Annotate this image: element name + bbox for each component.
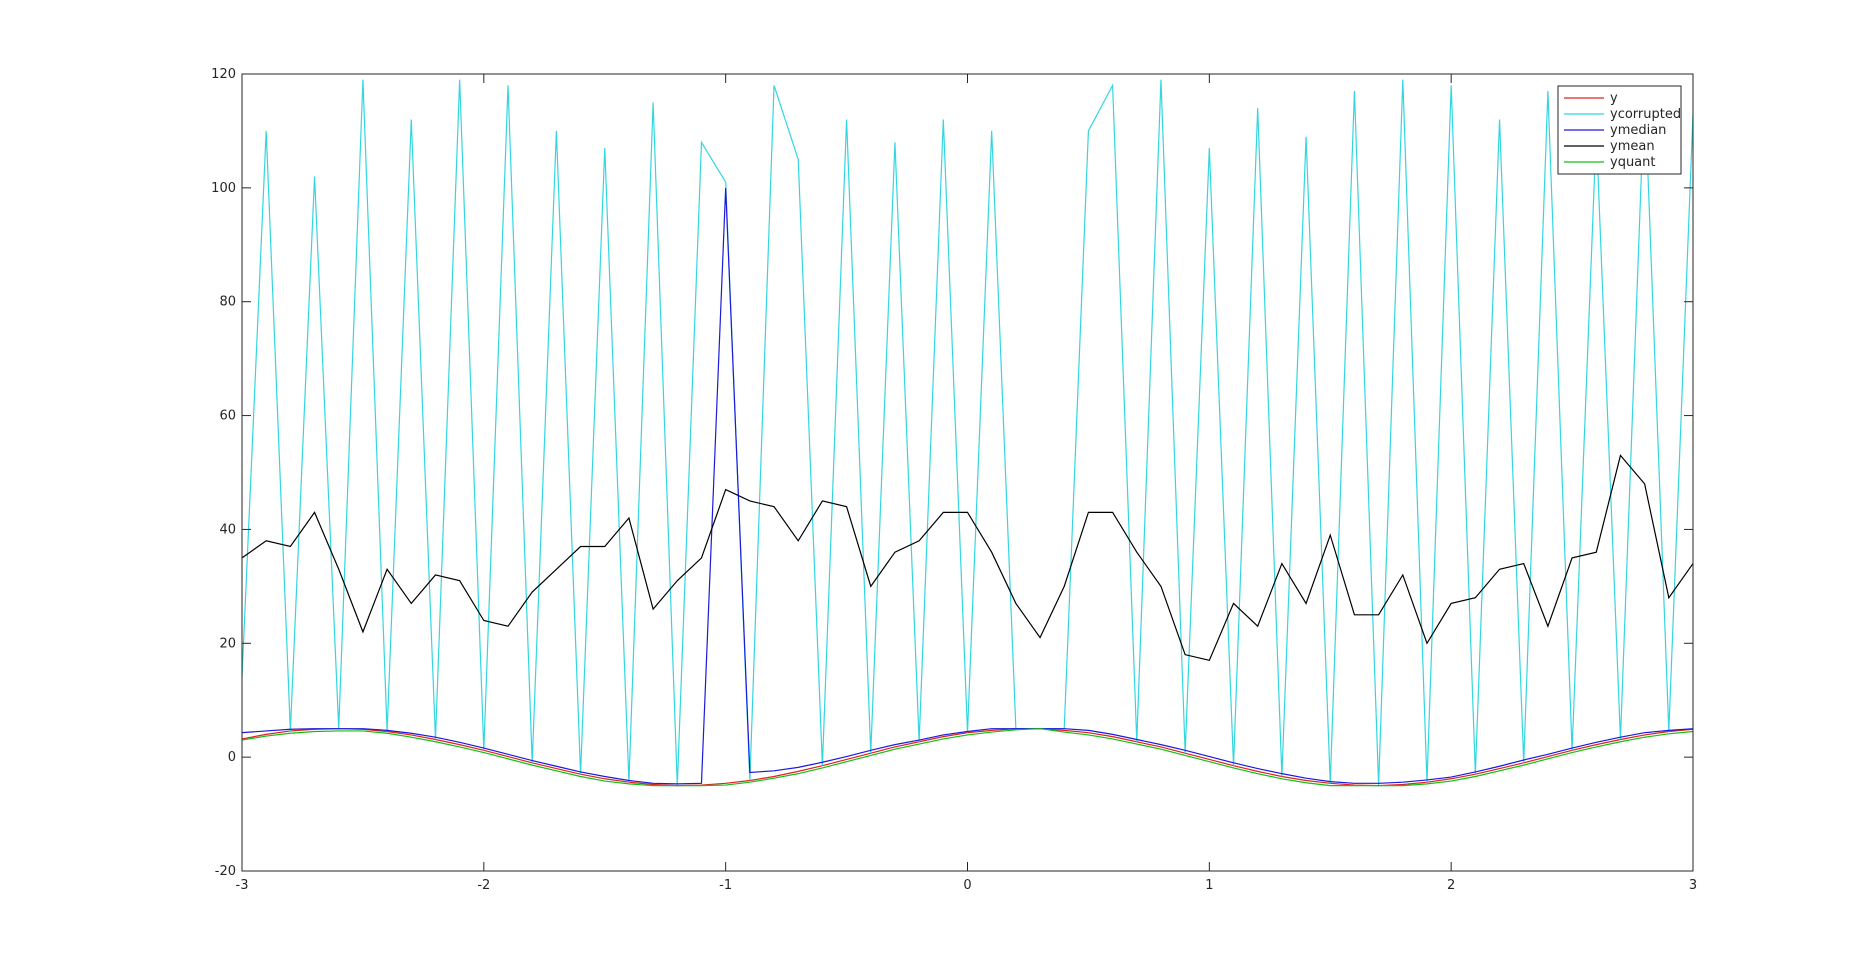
x-tick-label: 3 <box>1689 878 1697 893</box>
x-tick-label: 2 <box>1447 878 1455 893</box>
y-tick-label: 40 <box>219 522 236 537</box>
data-line <box>241 728 1694 787</box>
y-tick-label: 20 <box>219 636 236 651</box>
legend-label: yquant <box>1610 155 1656 170</box>
y-tick-label: -20 <box>215 864 236 879</box>
data-line <box>241 454 1694 662</box>
data-line <box>241 187 1694 785</box>
legend-label: ymedian <box>1610 123 1666 138</box>
y-tick-label: 0 <box>228 750 236 765</box>
x-tick-label: 0 <box>963 878 971 893</box>
y-tick-label: 60 <box>219 409 236 424</box>
data-line <box>241 79 1694 786</box>
x-tick-label: -3 <box>236 878 249 893</box>
y-tick-label: 100 <box>211 181 236 196</box>
plot-area <box>242 74 1693 871</box>
legend-label: ymean <box>1610 139 1655 154</box>
y-tick-label: 120 <box>211 67 236 82</box>
legend-label: ycorrupted <box>1610 107 1681 122</box>
x-tick-label: -1 <box>719 878 732 893</box>
x-tick-label: -2 <box>477 878 490 893</box>
y-tick-label: 80 <box>219 295 236 310</box>
x-tick-label: 1 <box>1205 878 1213 893</box>
legend-label: y <box>1610 91 1618 106</box>
